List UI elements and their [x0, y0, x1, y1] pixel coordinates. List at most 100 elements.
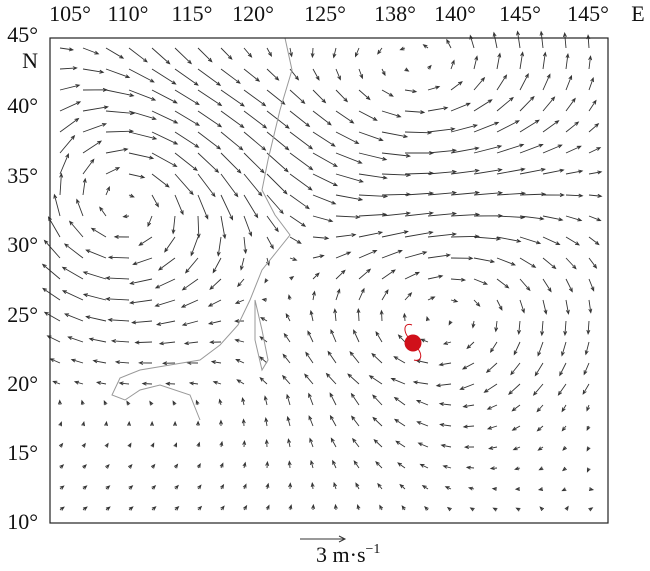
wind-arrow	[586, 34, 591, 49]
left-label: N	[22, 48, 38, 73]
wind-arrow	[312, 254, 325, 259]
wind-arrow	[438, 402, 452, 407]
wind-arrow	[128, 47, 148, 63]
wind-arrow	[288, 504, 293, 511]
wind-arrow	[151, 152, 178, 168]
wind-arrow	[588, 215, 602, 222]
wind-arrow	[82, 293, 107, 301]
wind-arrow	[236, 379, 245, 385]
wind-arrow	[59, 172, 64, 196]
wind-arrow	[151, 89, 178, 104]
wind-arrow	[537, 341, 544, 357]
wind-arrow	[404, 67, 410, 72]
wind-arrow	[381, 68, 386, 77]
wind-arrow	[82, 177, 87, 196]
wind-arrow	[390, 377, 406, 385]
wind-arrow	[427, 296, 436, 301]
wind-arrow	[220, 152, 242, 174]
wind-arrow	[99, 206, 107, 217]
wind-arrow	[350, 392, 360, 406]
wind-arrow	[64, 313, 84, 322]
wind-arrow	[73, 380, 84, 385]
wind-arrow	[195, 399, 200, 406]
wind-arrow	[427, 232, 457, 238]
wind-arrow	[588, 193, 603, 198]
wind-arrow	[353, 329, 360, 343]
wind-arrow	[586, 467, 591, 473]
wind-arrow	[289, 68, 300, 81]
wind-arrow	[220, 505, 225, 511]
wind-arrow	[424, 505, 429, 511]
wind-arrow	[565, 215, 583, 222]
wind-arrow	[494, 320, 499, 333]
wind-arrow	[312, 68, 320, 81]
wind-arrow	[561, 487, 567, 492]
wind-arrow	[519, 215, 545, 221]
wind-arrow	[439, 422, 452, 427]
wind-arrow	[309, 309, 314, 322]
wind-arrow	[508, 383, 521, 395]
wind-arrow	[404, 230, 434, 238]
wind-arrow	[110, 339, 130, 344]
wind-arrow	[335, 110, 355, 124]
wind-arrow	[427, 148, 458, 154]
wind-arrow	[473, 191, 504, 196]
wind-arrow	[219, 462, 224, 469]
wind-arrow	[450, 59, 455, 70]
wind-arrow	[496, 167, 526, 175]
wind-arrow	[473, 257, 496, 264]
wind-arrow	[174, 110, 201, 126]
left-label: 45°	[7, 22, 38, 47]
wind-arrow	[151, 506, 157, 511]
wind-arrow	[150, 442, 155, 448]
wind-arrow	[308, 415, 314, 427]
wind-arrow	[196, 215, 201, 239]
wind-arrow	[220, 68, 241, 84]
wind-arrow	[404, 110, 426, 115]
wind-arrow	[128, 110, 157, 120]
wind-arrow	[105, 47, 125, 59]
wind-arrow	[239, 257, 245, 271]
wind-arrow	[128, 173, 146, 179]
wind-arrow	[210, 360, 222, 365]
wind-arrow	[218, 398, 223, 406]
wind-arrow	[141, 381, 153, 386]
wind-arrow	[561, 425, 567, 432]
wind-arrow	[588, 507, 594, 512]
wind-arrow	[542, 51, 547, 70]
wind-arrow	[496, 96, 514, 112]
wind-arrow	[126, 400, 131, 406]
wind-arrow	[82, 68, 105, 74]
left-label: 30°	[7, 232, 38, 257]
left-label: 10°	[7, 509, 38, 534]
wind-arrow	[381, 230, 409, 238]
wind-arrow	[171, 215, 176, 235]
wind-arrow	[425, 316, 430, 322]
wind-arrow	[417, 442, 429, 448]
wind-arrow	[542, 257, 557, 270]
wind-arrow	[128, 152, 155, 160]
wind-arrow	[330, 328, 337, 343]
wind-arrow	[397, 334, 406, 343]
wind-arrow	[197, 173, 216, 198]
wind-arrow	[332, 459, 337, 469]
wind-arrow	[446, 506, 452, 512]
wind-arrow	[219, 440, 224, 448]
wind-arrow	[43, 311, 61, 322]
wind-arrow	[282, 353, 291, 364]
wind-arrow	[289, 110, 311, 128]
wind-arrow	[220, 110, 245, 129]
wind-arrow	[381, 131, 409, 139]
wind-arrow	[311, 503, 316, 511]
wind-arrow	[355, 47, 360, 58]
wind-arrow	[513, 341, 521, 356]
wind-arrow	[542, 278, 552, 293]
wind-arrow	[288, 482, 293, 490]
wind-arrow	[536, 404, 544, 413]
wind-arrow	[349, 351, 360, 364]
wind-arrow	[450, 81, 463, 91]
wind-arrow	[165, 381, 176, 386]
wind-arrow	[335, 173, 364, 183]
wind-arrow	[105, 485, 111, 490]
map-frame	[49, 37, 609, 524]
